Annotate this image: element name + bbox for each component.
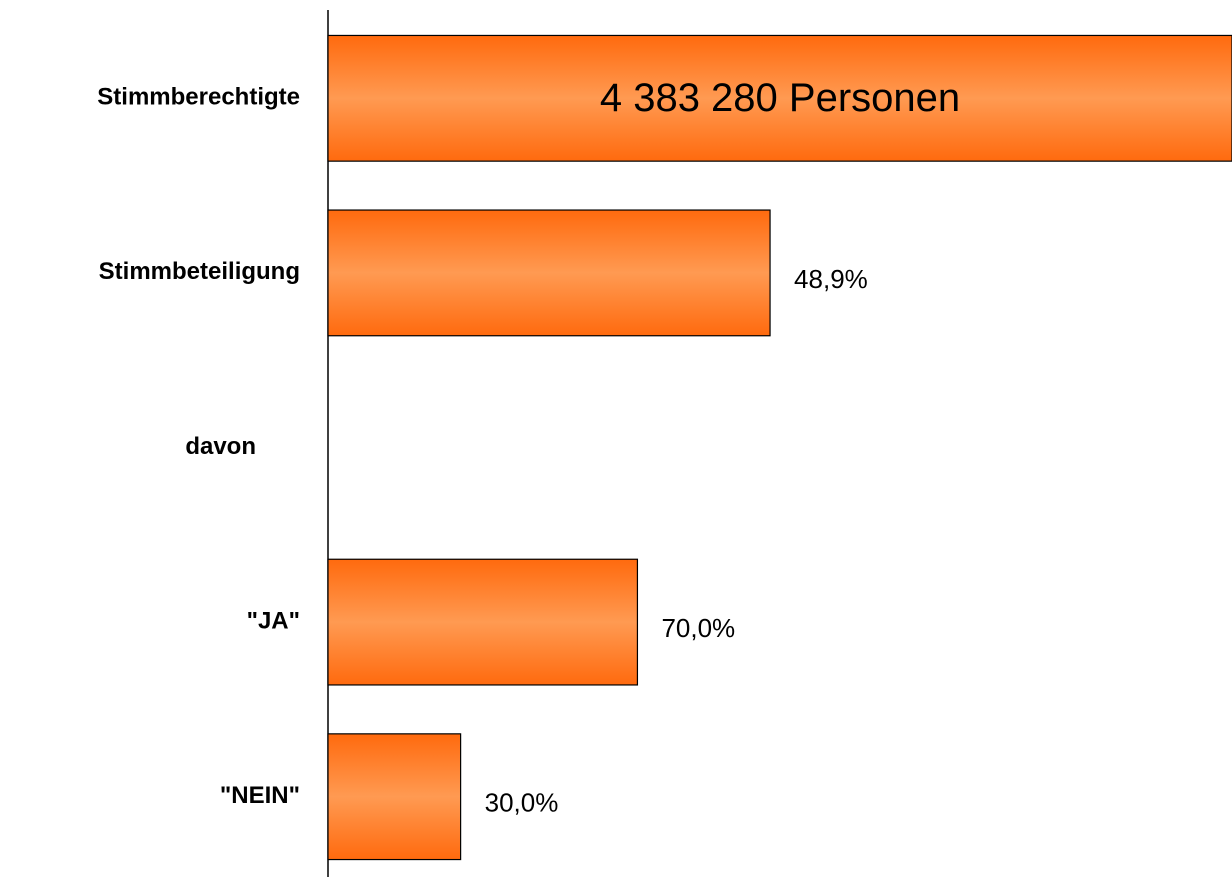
bar <box>327 209 771 337</box>
category-label: "NEIN" <box>220 782 300 809</box>
category-label: Stimmberechtigte <box>97 84 300 111</box>
value-label: 70,0% <box>661 613 735 643</box>
category-label: davon <box>185 433 256 460</box>
value-label: 4 383 280 Personen <box>600 76 960 120</box>
bar <box>327 34 1232 162</box>
value-label: 48,9% <box>794 264 868 294</box>
bar <box>327 733 462 861</box>
category-label: "JA" <box>247 607 300 634</box>
category-label: Stimmbeteiligung <box>99 258 300 285</box>
bar <box>327 558 639 686</box>
value-label: 30,0% <box>485 788 559 818</box>
